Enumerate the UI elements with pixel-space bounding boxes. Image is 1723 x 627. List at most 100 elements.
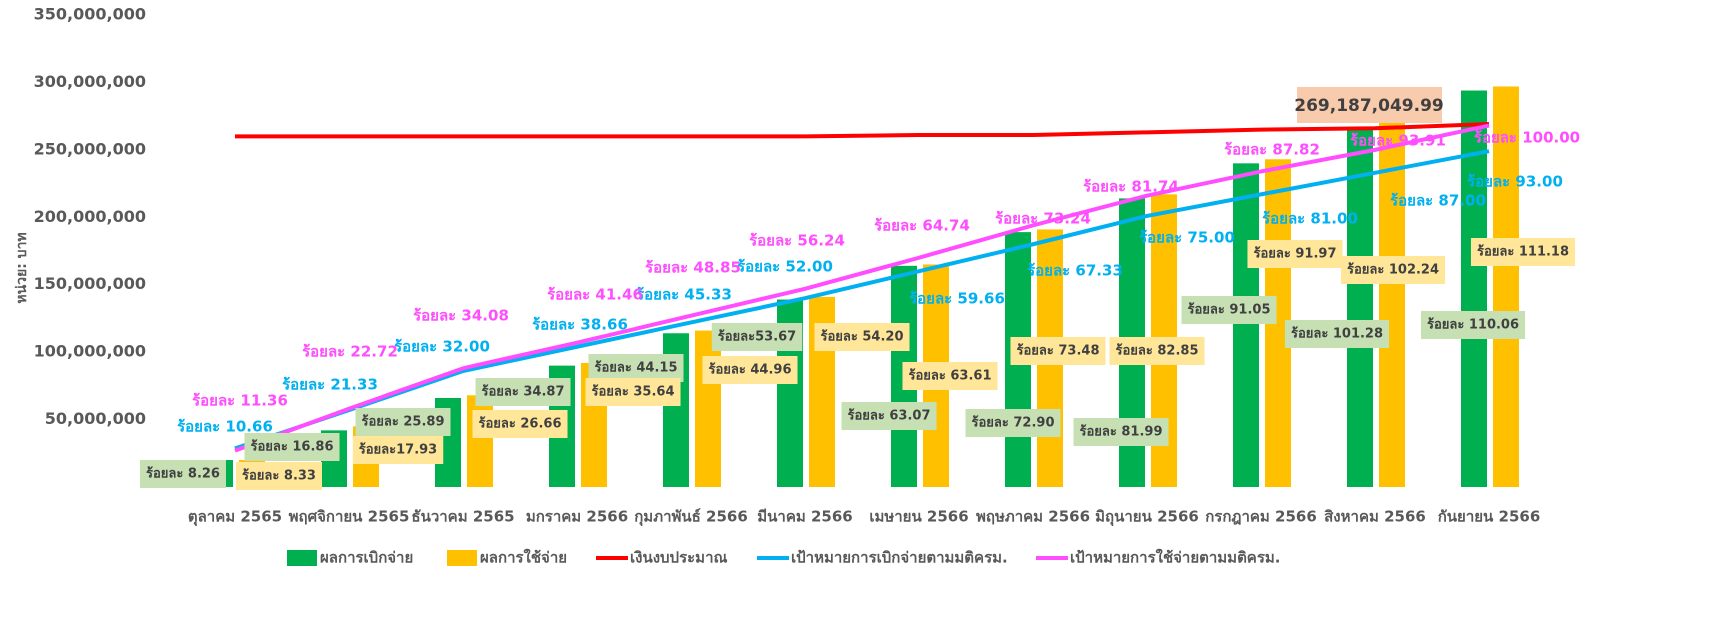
label-box	[140, 460, 226, 488]
bar	[1233, 163, 1259, 488]
label-box	[236, 462, 322, 490]
data-label: ร้อยละ 91.97	[1253, 246, 1336, 262]
legend-label: เงินงบประมาณ	[630, 549, 727, 567]
label-box	[814, 323, 910, 351]
data-label: ร้อยละ 48.85	[645, 259, 741, 277]
data-label-box: ร้อยละ 26.66	[472, 410, 568, 438]
label-box	[1470, 238, 1576, 266]
annotation: 269,187,049.99	[1294, 96, 1444, 116]
data-label: ร้อยละ 81.99	[1079, 424, 1162, 440]
data-label: ร้อยละ 72.90	[971, 415, 1054, 431]
x-tick-label: พฤศจิกายน 2565	[289, 508, 410, 526]
data-label: ร้อยละ 34.08	[413, 307, 509, 325]
data-label: ร้อยละ 93.91	[1350, 132, 1446, 150]
x-tick-label: พฤษภาคม 2566	[976, 508, 1090, 526]
data-label: ร้อยละ 101.28	[1291, 326, 1383, 342]
data-label: ร้อยละ 32.00	[394, 338, 490, 356]
x-tick-label: กุมภาพันธ์ 2566	[634, 508, 748, 527]
data-label-box: ร้อยละ 63.07	[841, 402, 937, 430]
data-label: ร้อยละ 100.00	[1474, 129, 1580, 147]
y-tick-label: 350,000,000	[34, 5, 146, 24]
data-label: ร้อยละ 45.33	[636, 286, 732, 304]
label-box	[475, 378, 571, 406]
data-label: ร้อยละ 8.26	[146, 466, 220, 482]
data-label-box: ร้อยละ 72.90	[965, 409, 1061, 437]
label-box	[355, 408, 451, 436]
data-label-box: ร้อยละ 91.05	[1181, 296, 1277, 324]
data-label: ร้อยละ 10.66	[177, 418, 273, 436]
data-label-box: ร้อยละ 102.24	[1340, 256, 1446, 284]
data-label: ร้อยละ 34.87	[481, 384, 564, 400]
data-label: ร้อยละ 87.82	[1224, 141, 1320, 159]
data-label: ร้อยละ 44.15	[594, 360, 677, 376]
legend-label: ผลการเบิกจ่าย	[320, 549, 413, 567]
x-tick-label: ตุลาคม 2565	[188, 508, 282, 527]
line	[235, 121, 1490, 139]
bar	[1347, 126, 1373, 487]
data-label: ร้อยละ 44.96	[708, 362, 791, 378]
data-label: ร้อยละ 67.33	[1027, 262, 1123, 280]
data-label: ร้อยละ 64.74	[874, 217, 970, 235]
data-label: ร้อยละ 16.86	[250, 439, 333, 455]
x-tick-label: มิถุนายน 2566	[1095, 508, 1199, 527]
data-label: ร้อยละ 91.05	[1187, 302, 1270, 318]
label-box	[352, 436, 444, 464]
data-label: ร้อยละ 63.07	[847, 408, 930, 424]
bar	[695, 330, 721, 487]
data-label: ร้อยละ 41.46	[547, 286, 643, 304]
label-box	[1247, 240, 1343, 268]
label-box	[1010, 337, 1106, 365]
data-label: ร้อยละ 38.66	[532, 316, 628, 334]
bar	[467, 395, 493, 487]
data-label-box: ร้อยละ 81.99	[1073, 418, 1169, 446]
label-box	[585, 378, 681, 406]
bar	[1493, 86, 1519, 487]
line	[234, 149, 1490, 451]
legend-swatch	[447, 550, 477, 566]
data-label: ร้อยละ 35.64	[591, 384, 674, 400]
data-label: ร้อยละ 87.00	[1390, 192, 1486, 210]
data-label: ร้อยละ 21.33	[282, 376, 378, 394]
data-label: ร้อยละ 26.66	[478, 416, 561, 432]
y-tick-label: 150,000,000	[34, 274, 146, 293]
data-label: ร้อยละ 111.18	[1477, 244, 1569, 260]
label-box	[1073, 418, 1169, 446]
data-label-box: ร้อยละ 111.18	[1470, 238, 1576, 266]
data-label-box: ร้อยละ 35.64	[585, 378, 681, 406]
data-label-box: ร้อยละ 110.06	[1420, 311, 1526, 339]
data-label-box: ร้อยละ 44.15	[588, 354, 684, 382]
data-label-box: ร้อยละ 44.96	[702, 356, 798, 384]
label-box	[1340, 256, 1446, 284]
label-box	[588, 354, 684, 382]
data-label: ร้อยละ17.93	[359, 442, 437, 458]
data-label-box: ร้อยละ 63.61	[902, 362, 998, 390]
data-label-box: ร้อยละ 16.86	[244, 433, 340, 461]
x-tick-label: กรกฎาคม 2566	[1205, 508, 1317, 526]
data-label-box: ร้อยละ 101.28	[1284, 320, 1390, 348]
data-label-box: ร้อยละ 25.89	[355, 408, 451, 436]
data-label: ร้อยละ 59.66	[909, 290, 1005, 308]
data-label-box: ร้อยละ 8.33	[236, 462, 322, 490]
bar	[1379, 122, 1405, 487]
y-axis-label: หน่วย: บาท	[14, 232, 30, 303]
x-tick-label: มีนาคม 2566	[757, 508, 852, 526]
data-label: ร้อยละ 81.00	[1262, 210, 1358, 228]
data-label: ร้อยละ 22.72	[302, 343, 398, 361]
bar	[1461, 90, 1487, 488]
data-label: ร้อยละ 56.24	[749, 232, 845, 250]
label-box	[841, 402, 937, 430]
legend-label: เป้าหมายการใช้จ่ายตามมติครม.	[1070, 549, 1280, 567]
data-label: ร้อยละ53.67	[718, 329, 796, 345]
data-label: ร้อยละ 11.36	[192, 392, 288, 410]
data-label: ร้อยละ 54.20	[820, 329, 903, 345]
y-tick-label: 50,000,000	[45, 409, 146, 428]
data-label-box: ร้อยละ53.67	[711, 323, 803, 351]
legend-swatch	[287, 550, 317, 566]
data-label-box: ร้อยละ 73.48	[1010, 337, 1106, 365]
label-box	[711, 323, 803, 351]
data-label: ร้อยละ 102.24	[1347, 262, 1439, 278]
data-label: ร้อยละ 82.85	[1115, 343, 1198, 359]
label-box	[965, 409, 1061, 437]
data-label: ร้อยละ 52.00	[737, 258, 833, 276]
